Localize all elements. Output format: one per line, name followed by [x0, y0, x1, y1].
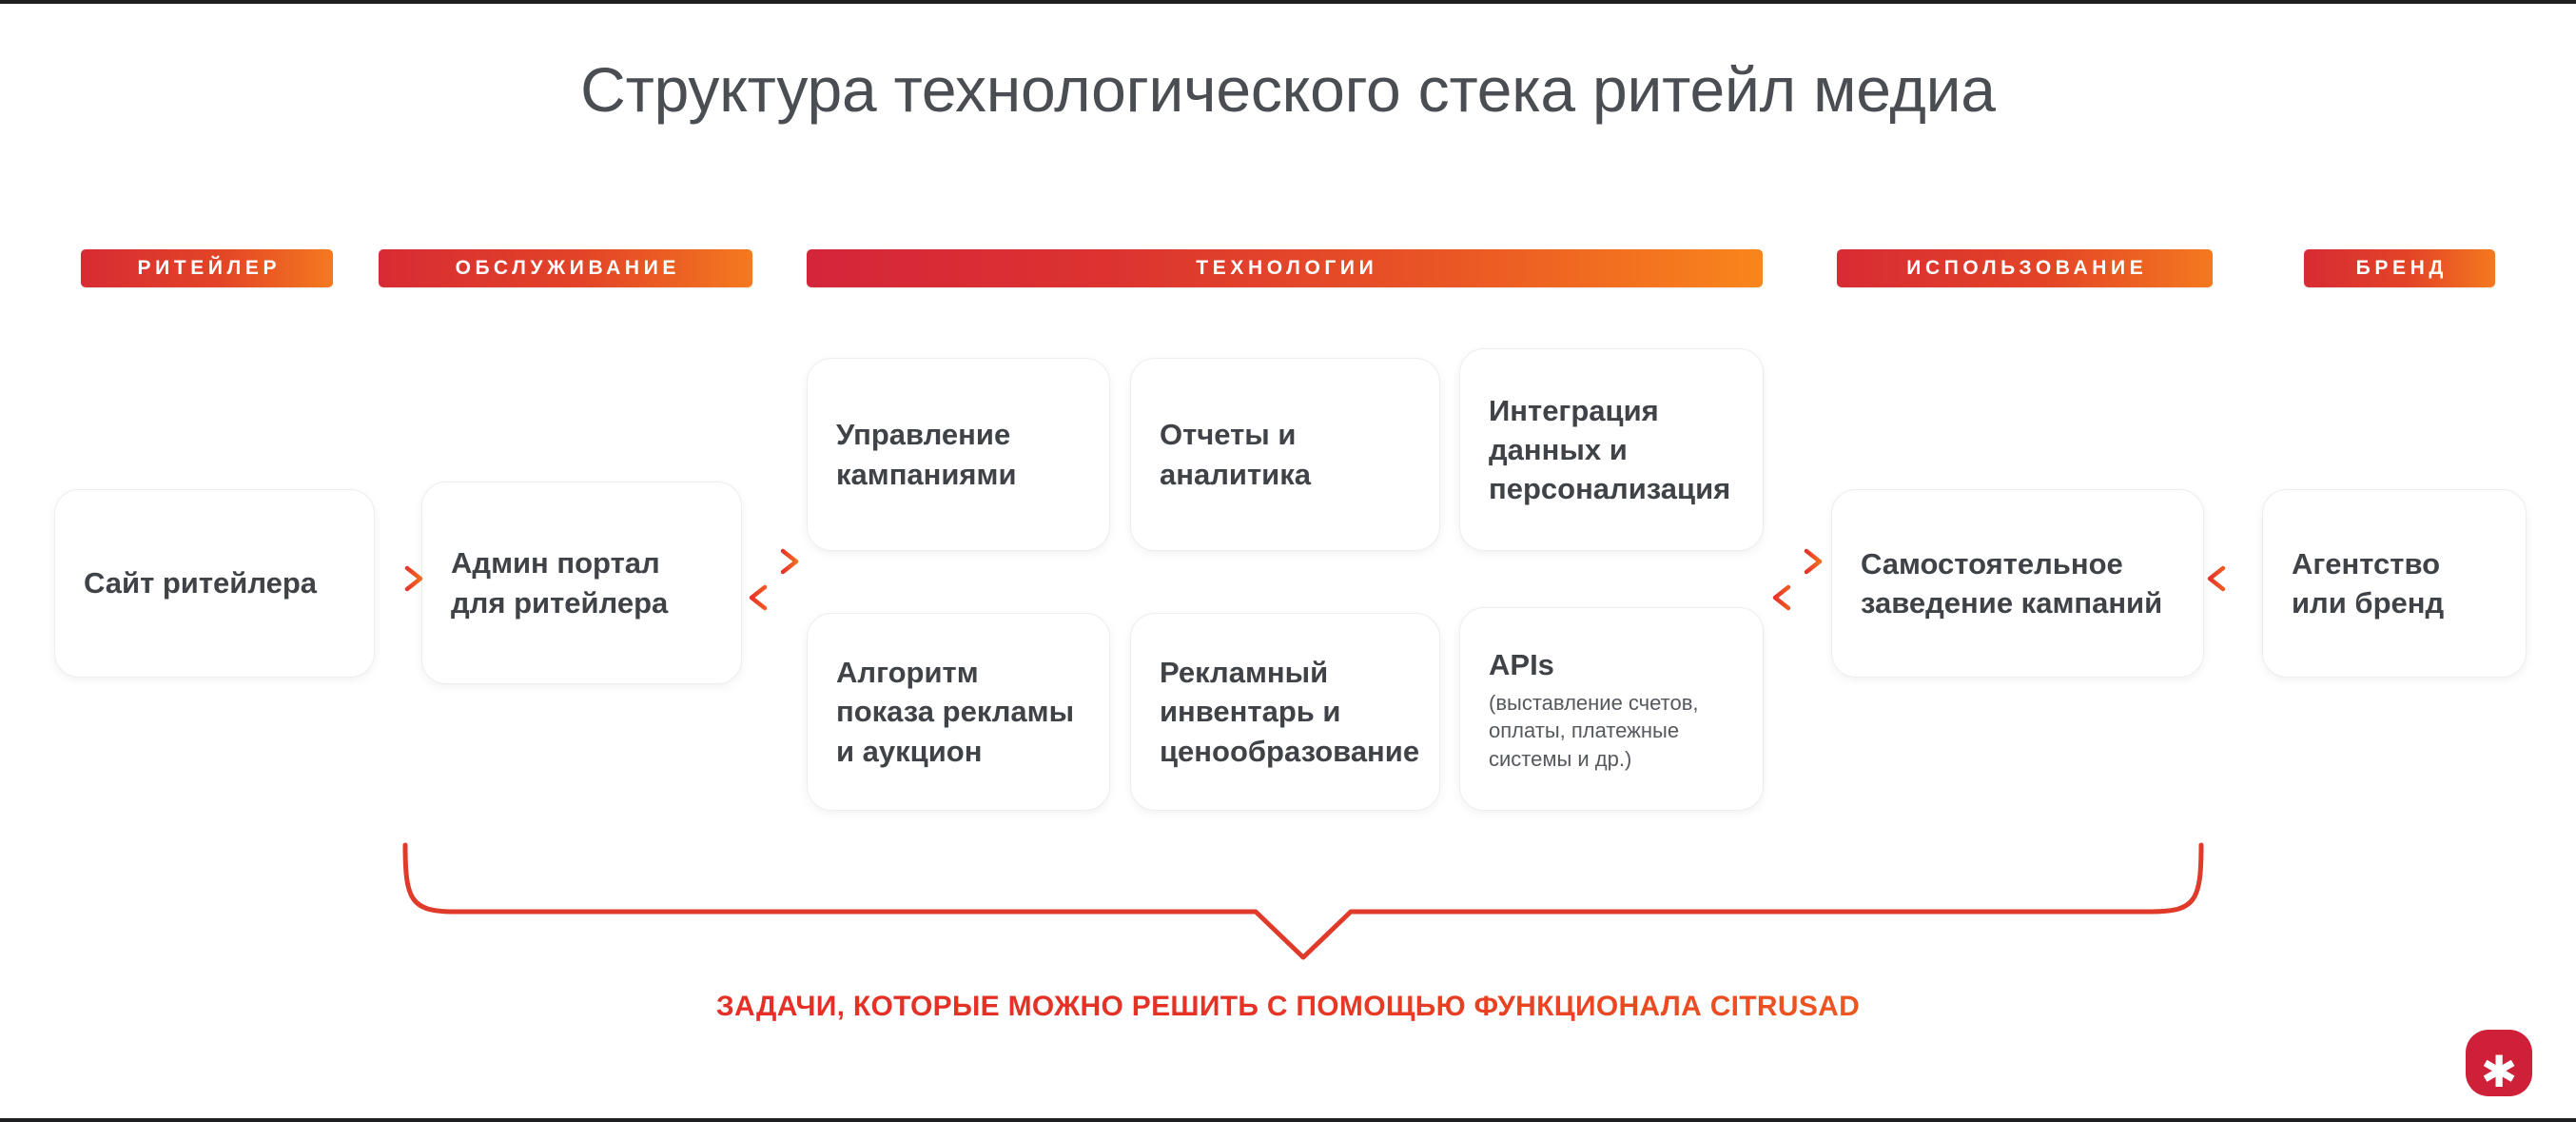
band-brand: БРЕНД: [2304, 249, 2495, 287]
band-usage-label: ИСПОЛЬЗОВАНИЕ: [1906, 257, 2148, 279]
page-title: Структура технологического стека ритейл …: [580, 54, 1996, 125]
card-agency-or-brand-title: Агентство или бренд: [2292, 546, 2445, 620]
card-reports-analytics: Отчеты и аналитика: [1130, 358, 1440, 551]
summary-caption: ЗАДАЧИ, КОТОРЫЕ МОЖНО РЕШИТЬ С ПОМОЩЬЮ Ф…: [0, 991, 2576, 1023]
card-data-integration: Интеграция данных и персонализация: [1459, 348, 1764, 551]
card-agency-or-brand: Агентство или бренд: [2262, 489, 2527, 678]
arrow-bidirectional-icon-portal-to-technology: [748, 548, 799, 611]
card-retailer-site: Сайт ритейлера: [54, 489, 375, 678]
card-apis-title: APIs: [1489, 648, 1554, 682]
card-campaign-management-title: Управление кампаниями: [836, 418, 1017, 491]
band-technology-label: ТЕХНОЛОГИИ: [1196, 257, 1378, 279]
arrow-left-icon-brand-to-self-serve: [2207, 565, 2255, 592]
card-apis-subtitle: (выставление счетов, оплаты, платежные сис…: [1489, 691, 1699, 771]
card-ad-inventory-pricing: Рекламный инвентарь и ценообразование: [1130, 613, 1440, 811]
band-usage: ИСПОЛЬЗОВАНИЕ: [1837, 249, 2213, 287]
arrow-right-icon-site-to-portal: [377, 565, 423, 592]
card-ad-serving-algorithm-title: Алгоритм показа рекламы и аукцион: [836, 656, 1075, 768]
band-retailer: РИТЕЙЛЕР: [81, 249, 333, 287]
band-brand-label: БРЕНД: [2355, 257, 2448, 279]
card-ad-serving-algorithm: Алгоритм показа рекламы и аукцион: [807, 613, 1110, 811]
band-retailer-label: РИТЕЙЛЕР: [137, 257, 282, 279]
card-self-serve-campaigns-title: Самостоятельное заведение кампаний: [1861, 546, 2163, 620]
card-admin-portal-title: Админ портал для ритейлера: [451, 546, 669, 620]
card-ad-inventory-pricing-title: Рекламный инвентарь и ценообразование: [1160, 656, 1420, 768]
asterisk-badge-icon[interactable]: ✱: [2466, 1030, 2532, 1096]
card-retailer-site-title: Сайт ритейлера: [84, 566, 318, 600]
card-data-integration-title: Интеграция данных и персонализация: [1489, 393, 1731, 506]
card-campaign-management: Управление кампаниями: [807, 358, 1110, 551]
band-service: ОБСЛУЖИВАНИЕ: [379, 249, 752, 287]
card-reports-analytics-title: Отчеты и аналитика: [1160, 418, 1311, 491]
band-technology: ТЕХНОЛОГИИ: [807, 249, 1763, 287]
card-self-serve-campaigns: Самостоятельное заведение кампаний: [1831, 489, 2204, 678]
arrow-bidirectional-icon-technology-to-self-serve: [1771, 548, 1823, 611]
summary-brace: [402, 842, 2204, 960]
band-service-label: ОБСЛУЖИВАНИЕ: [455, 257, 680, 279]
asterisk-glyph: ✱: [2480, 1047, 2518, 1096]
card-apis: APIs (выставление счетов, оплаты, платежн…: [1459, 607, 1764, 811]
card-admin-portal: Админ портал для ритейлера: [421, 482, 742, 684]
